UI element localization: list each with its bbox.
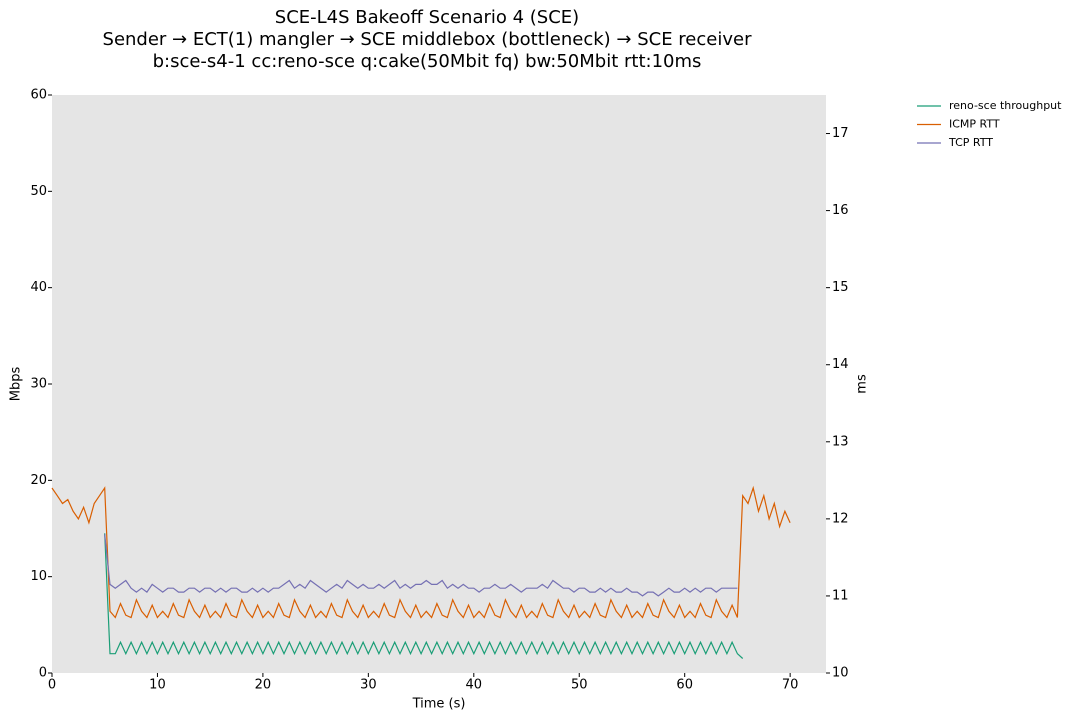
y-tick-label: 20 [30, 473, 47, 488]
legend-label: ICMP RTT [949, 118, 1000, 131]
x-tick-label: 60 [676, 678, 693, 693]
x-tick-label: 10 [149, 678, 166, 693]
chart-title: SCE-L4S Bakeoff Scenario 4 (SCE) [275, 7, 579, 28]
y2-tick-label: 11 [832, 588, 849, 603]
plot-area [52, 95, 826, 673]
series-line [104, 534, 738, 597]
y2-tick-label: 12 [832, 511, 849, 526]
y-tick-label: 0 [39, 666, 47, 681]
y-tick-label: 10 [30, 569, 47, 584]
x-tick-label: 40 [466, 678, 483, 693]
x-axis-label: Time (s) [412, 697, 466, 712]
y2-tick-label: 14 [832, 357, 849, 372]
legend-label: TCP RTT [948, 136, 993, 149]
chart-subtitle: Sender → ECT(1) mangler → SCE middlebox … [103, 29, 753, 50]
x-tick-label: 50 [571, 678, 588, 693]
y-axis-label: Mbps [9, 367, 24, 402]
y2-tick-label: 13 [832, 434, 849, 449]
chart-subtitle: b:sce-s4-1 cc:reno-sce q:cake(50Mbit fq)… [153, 51, 702, 72]
y-tick-label: 60 [30, 88, 47, 103]
x-tick-label: 70 [782, 678, 799, 693]
y2-tick-label: 17 [832, 126, 849, 141]
y2-tick-label: 16 [832, 203, 849, 218]
y-tick-label: 50 [30, 184, 47, 199]
x-tick-label: 20 [255, 678, 272, 693]
legend-label: reno-sce throughput [949, 99, 1062, 112]
y-tick-label: 40 [30, 280, 47, 295]
series-line [51, 485, 791, 619]
series-line [104, 533, 744, 659]
y-tick-label: 30 [30, 377, 47, 392]
y2-tick-label: 15 [832, 280, 849, 295]
y2-tick-label: 10 [832, 666, 849, 681]
x-tick-label: 30 [360, 678, 377, 693]
x-tick-label: 0 [48, 678, 56, 693]
y2-axis-label: ms [855, 374, 870, 394]
